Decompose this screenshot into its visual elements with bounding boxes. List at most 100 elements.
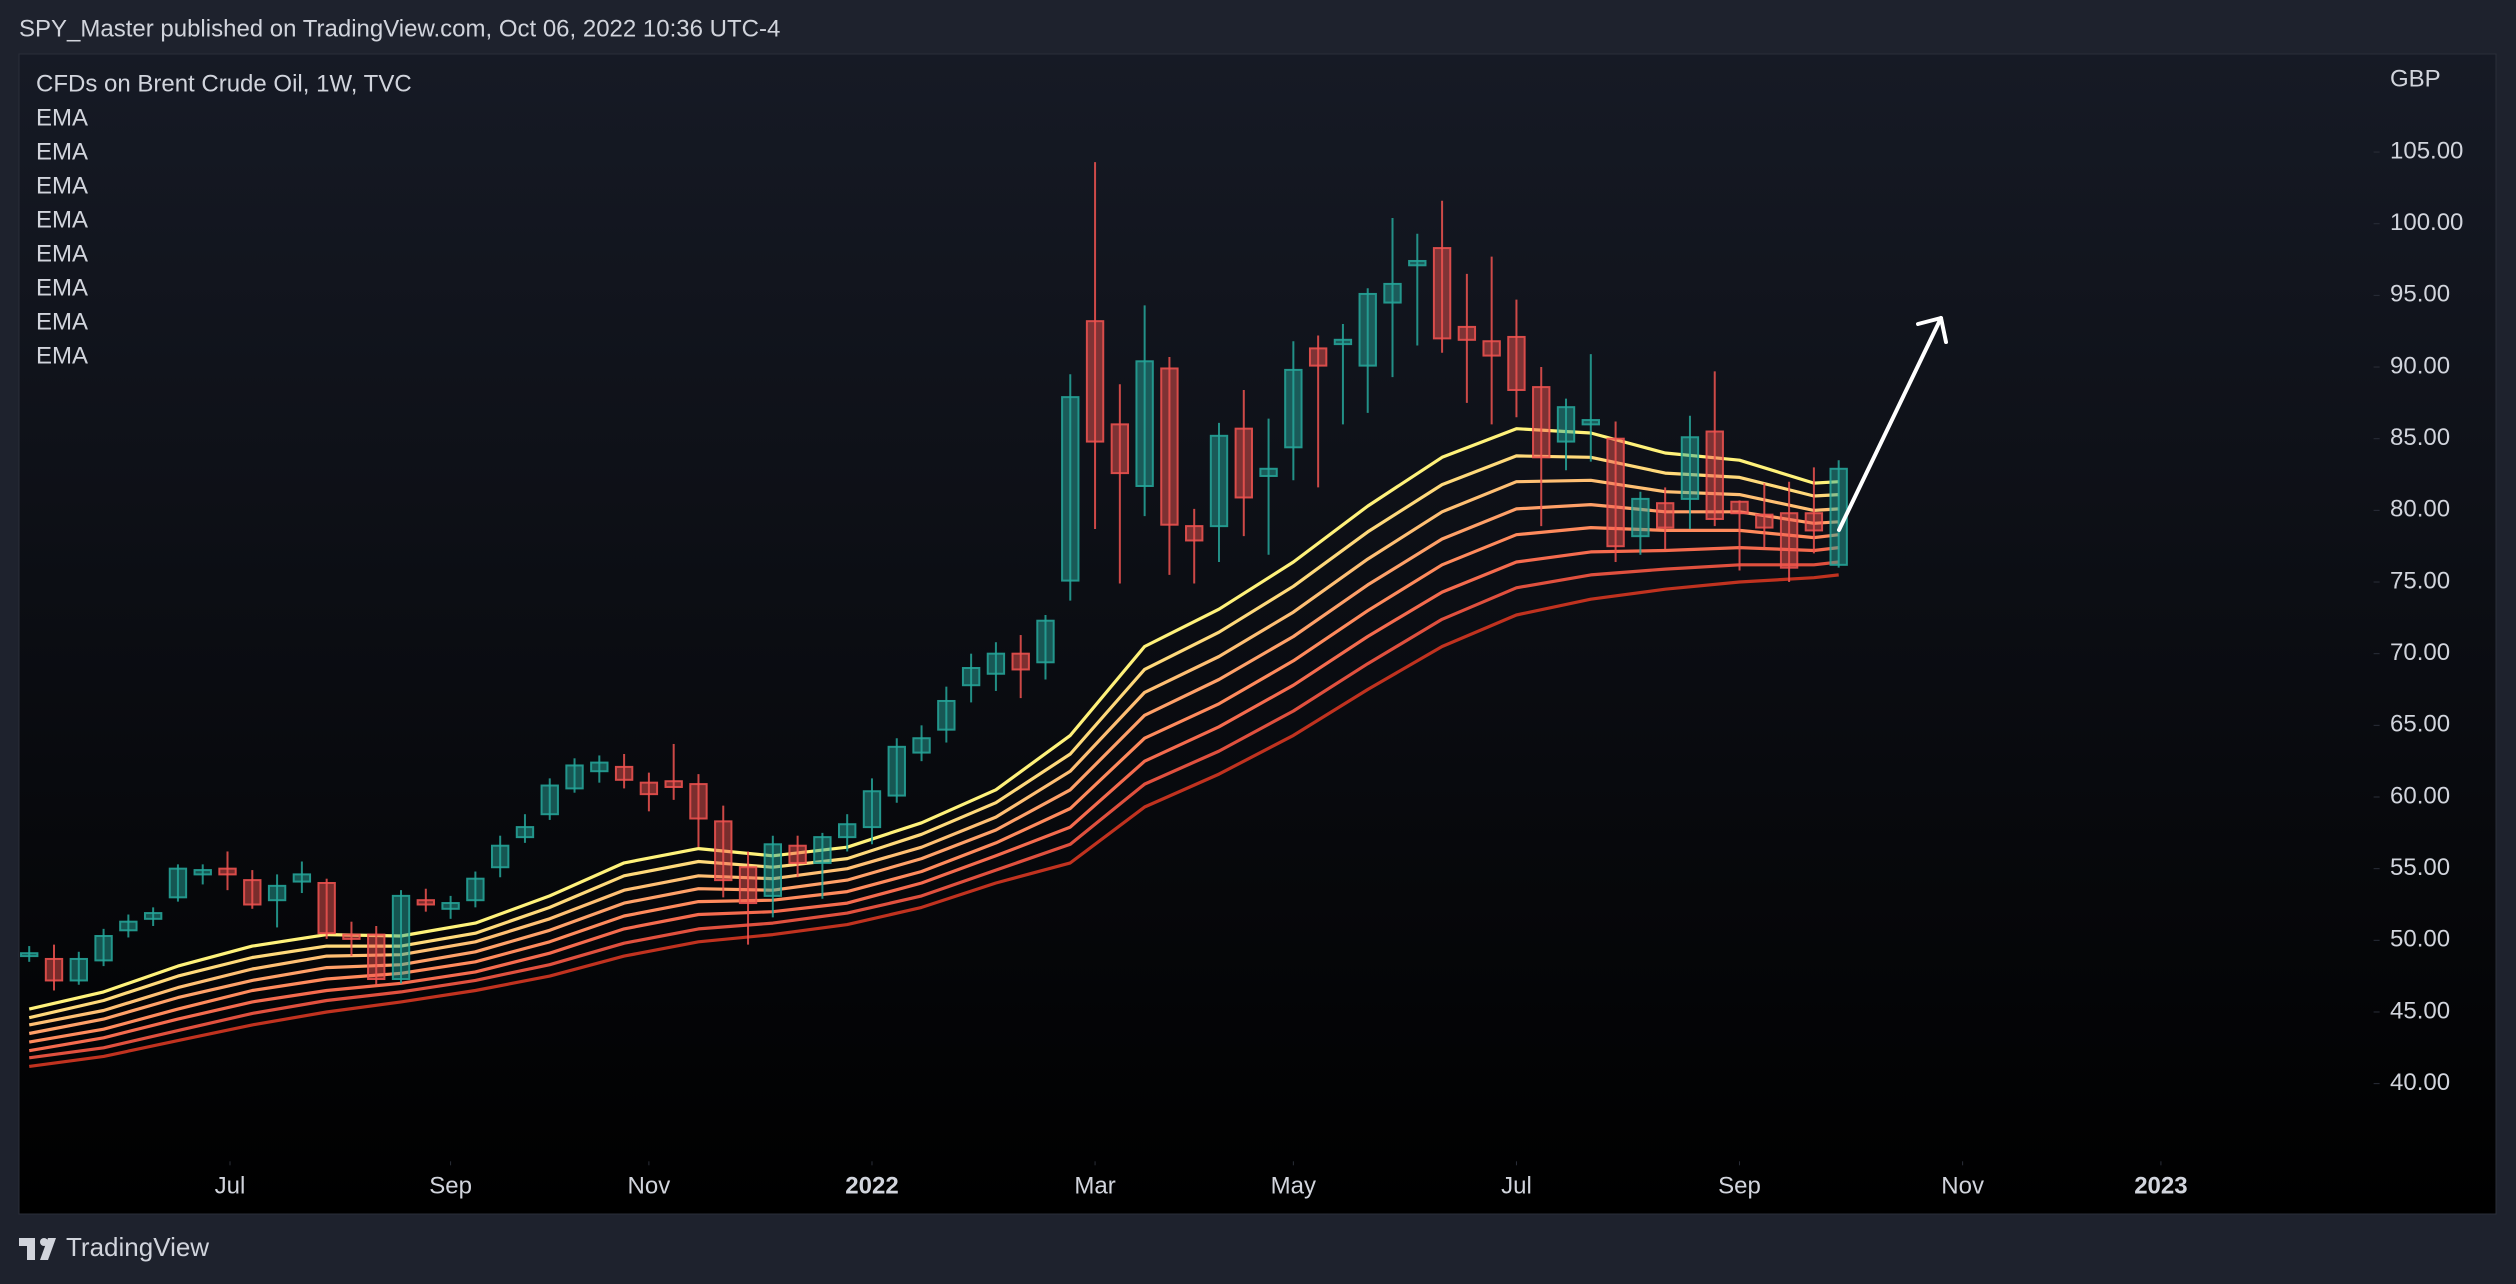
candle-body bbox=[788, 844, 807, 864]
candle-body bbox=[1507, 335, 1526, 391]
x-tick-label: Nov bbox=[1941, 1172, 1984, 1199]
candle-body bbox=[1110, 423, 1130, 475]
candle-body bbox=[119, 920, 138, 932]
candle-body bbox=[714, 820, 733, 882]
candle-body bbox=[292, 873, 312, 883]
x-tick-label: May bbox=[1271, 1172, 1316, 1199]
candle-body bbox=[1631, 497, 1650, 538]
candle-body bbox=[1705, 430, 1724, 520]
annotation-arrow bbox=[1837, 316, 1948, 532]
x-tick-label: Nov bbox=[628, 1172, 671, 1199]
legend: EMA EMA EMA EMA EMA EMA EMA EMA bbox=[36, 104, 88, 369]
x-tick-label: Jul bbox=[1501, 1172, 1532, 1199]
legend-label: EMA bbox=[36, 104, 88, 131]
candle-body bbox=[1457, 325, 1477, 341]
candle-body bbox=[1755, 513, 1774, 529]
candle-body bbox=[838, 823, 857, 839]
candle-body bbox=[168, 867, 188, 899]
candle-body bbox=[143, 912, 163, 920]
candle-body bbox=[1383, 282, 1402, 304]
candle-body bbox=[466, 877, 485, 902]
legend-label: EMA bbox=[36, 172, 88, 199]
candle-body bbox=[1358, 292, 1377, 367]
candle-body bbox=[20, 952, 39, 958]
candle-body bbox=[1556, 406, 1576, 443]
ema-line bbox=[28, 573, 1839, 1068]
candle-body bbox=[1606, 437, 1625, 548]
ema-line bbox=[28, 526, 1839, 1044]
candle-body bbox=[44, 957, 64, 982]
candle-body bbox=[69, 957, 88, 982]
candle-body bbox=[887, 745, 906, 797]
y-tick-label: 80.00 bbox=[2390, 496, 2450, 523]
footer-logo bbox=[19, 1238, 56, 1260]
x-tick-label: Sep bbox=[1718, 1172, 1761, 1199]
candle-body bbox=[664, 780, 683, 788]
x-tick-label: Sep bbox=[429, 1172, 472, 1199]
candle-body bbox=[540, 784, 559, 816]
ema-line bbox=[28, 560, 1839, 1060]
candle-body bbox=[1655, 502, 1675, 529]
candle-body bbox=[1085, 320, 1105, 443]
plot bbox=[20, 162, 1848, 1068]
candle-body bbox=[515, 826, 535, 839]
candle-body bbox=[94, 935, 113, 962]
y-tick-label: 90.00 bbox=[2390, 352, 2450, 379]
candle-body bbox=[813, 836, 832, 864]
y-tick-label: 70.00 bbox=[2390, 639, 2450, 666]
footer-brand: TradingView bbox=[66, 1232, 209, 1262]
y-tick-label: 75.00 bbox=[2390, 567, 2450, 594]
ema-line bbox=[28, 478, 1839, 1027]
ema-line bbox=[28, 427, 1839, 1011]
candle-body bbox=[1432, 247, 1452, 340]
candle-body bbox=[1730, 500, 1749, 515]
candle-body bbox=[391, 894, 411, 981]
candle-body bbox=[342, 933, 361, 940]
candle-body bbox=[1532, 386, 1551, 459]
x-tick-label: Jul bbox=[215, 1172, 246, 1199]
y-tick-label: 40.00 bbox=[2390, 1069, 2450, 1096]
y-tick-label: 65.00 bbox=[2390, 711, 2450, 738]
chart-title: CFDs on Brent Crude Oil, 1W, TVC bbox=[36, 70, 412, 97]
candle-body bbox=[1209, 434, 1229, 528]
candle-body bbox=[416, 899, 435, 906]
candle-body bbox=[763, 843, 783, 897]
y-tick-label: 105.00 bbox=[2390, 137, 2463, 164]
legend-label: EMA bbox=[36, 240, 88, 267]
candle-body bbox=[1259, 467, 1278, 477]
candle-body bbox=[1779, 512, 1799, 569]
legend-label: EMA bbox=[36, 206, 88, 233]
candle-body bbox=[1135, 360, 1154, 487]
x-tick-label: 2022 bbox=[845, 1172, 898, 1199]
candle-body bbox=[862, 790, 882, 829]
candle-body bbox=[1185, 525, 1204, 542]
candle-body bbox=[639, 781, 659, 796]
candle-body bbox=[912, 737, 931, 754]
candle-body bbox=[1333, 338, 1353, 346]
ema-line bbox=[28, 454, 1839, 1020]
candle-body bbox=[614, 765, 634, 781]
candle-body bbox=[317, 881, 336, 935]
y-tick-label: 50.00 bbox=[2390, 926, 2450, 953]
candle-body bbox=[193, 869, 212, 876]
candle-body bbox=[738, 866, 758, 905]
candle-body bbox=[367, 933, 386, 981]
candle-body bbox=[1036, 619, 1055, 664]
candle-body bbox=[218, 867, 237, 876]
candle-body bbox=[1308, 347, 1328, 367]
ema-line bbox=[28, 503, 1839, 1036]
x-tick-label: Mar bbox=[1074, 1172, 1115, 1199]
candle-body bbox=[986, 652, 1006, 675]
candle-body bbox=[590, 761, 609, 773]
candle-body bbox=[1408, 259, 1427, 267]
candle-body bbox=[1160, 367, 1179, 526]
legend-label: EMA bbox=[36, 308, 88, 335]
y-axis-label: GBP bbox=[2390, 65, 2441, 92]
candle-body bbox=[1011, 652, 1030, 671]
candle-body bbox=[1804, 512, 1824, 532]
candle-body bbox=[1284, 368, 1303, 449]
candle-body bbox=[1061, 396, 1080, 582]
candle-body bbox=[1482, 340, 1501, 357]
candle-body bbox=[267, 884, 287, 902]
